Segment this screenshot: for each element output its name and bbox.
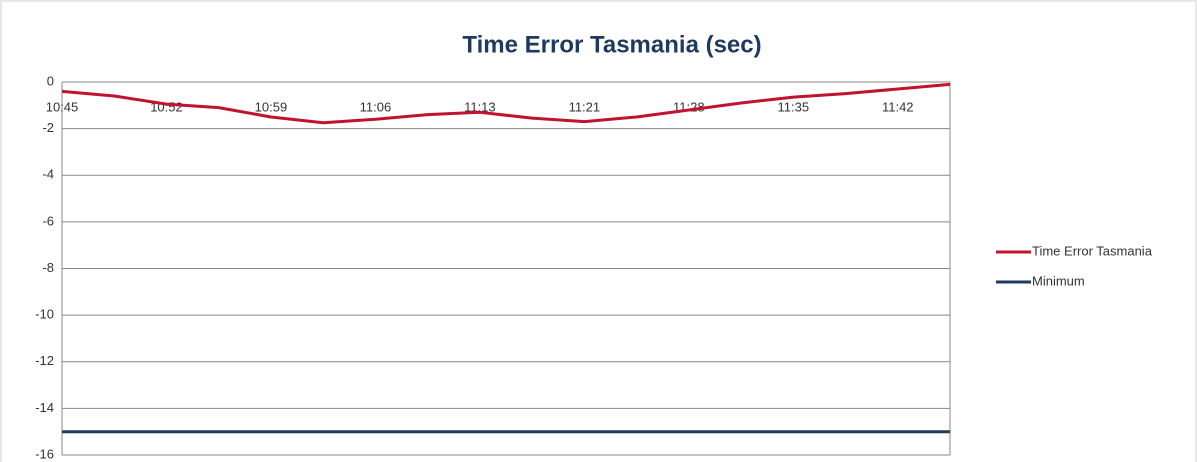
x-tick-label: 11:13 <box>464 99 496 114</box>
x-tick-label: 10:59 <box>255 99 288 114</box>
y-tick-label: -14 <box>35 400 54 415</box>
y-tick-label: -4 <box>42 167 54 182</box>
y-tick-label: -12 <box>35 353 54 368</box>
x-tick-label: 11:06 <box>360 99 392 114</box>
x-tick-label: 11:42 <box>882 99 914 114</box>
x-tick-label: 11:35 <box>778 99 810 114</box>
x-tick-label: 11:21 <box>569 99 601 114</box>
y-tick-label: -6 <box>42 213 54 228</box>
y-tick-label: -2 <box>42 120 54 135</box>
legend-label: Minimum <box>1032 273 1085 288</box>
y-tick-label: -8 <box>42 260 54 275</box>
y-tick-label: -10 <box>35 307 54 322</box>
legend-label: Time Error Tasmania <box>1032 243 1153 258</box>
y-tick-label: 0 <box>47 73 54 88</box>
series-line <box>61 82 951 125</box>
y-tick-label: -16 <box>35 446 54 461</box>
x-tick-label: 10:45 <box>46 99 79 114</box>
chart-title: Time Error Tasmania (sec) <box>462 31 761 58</box>
